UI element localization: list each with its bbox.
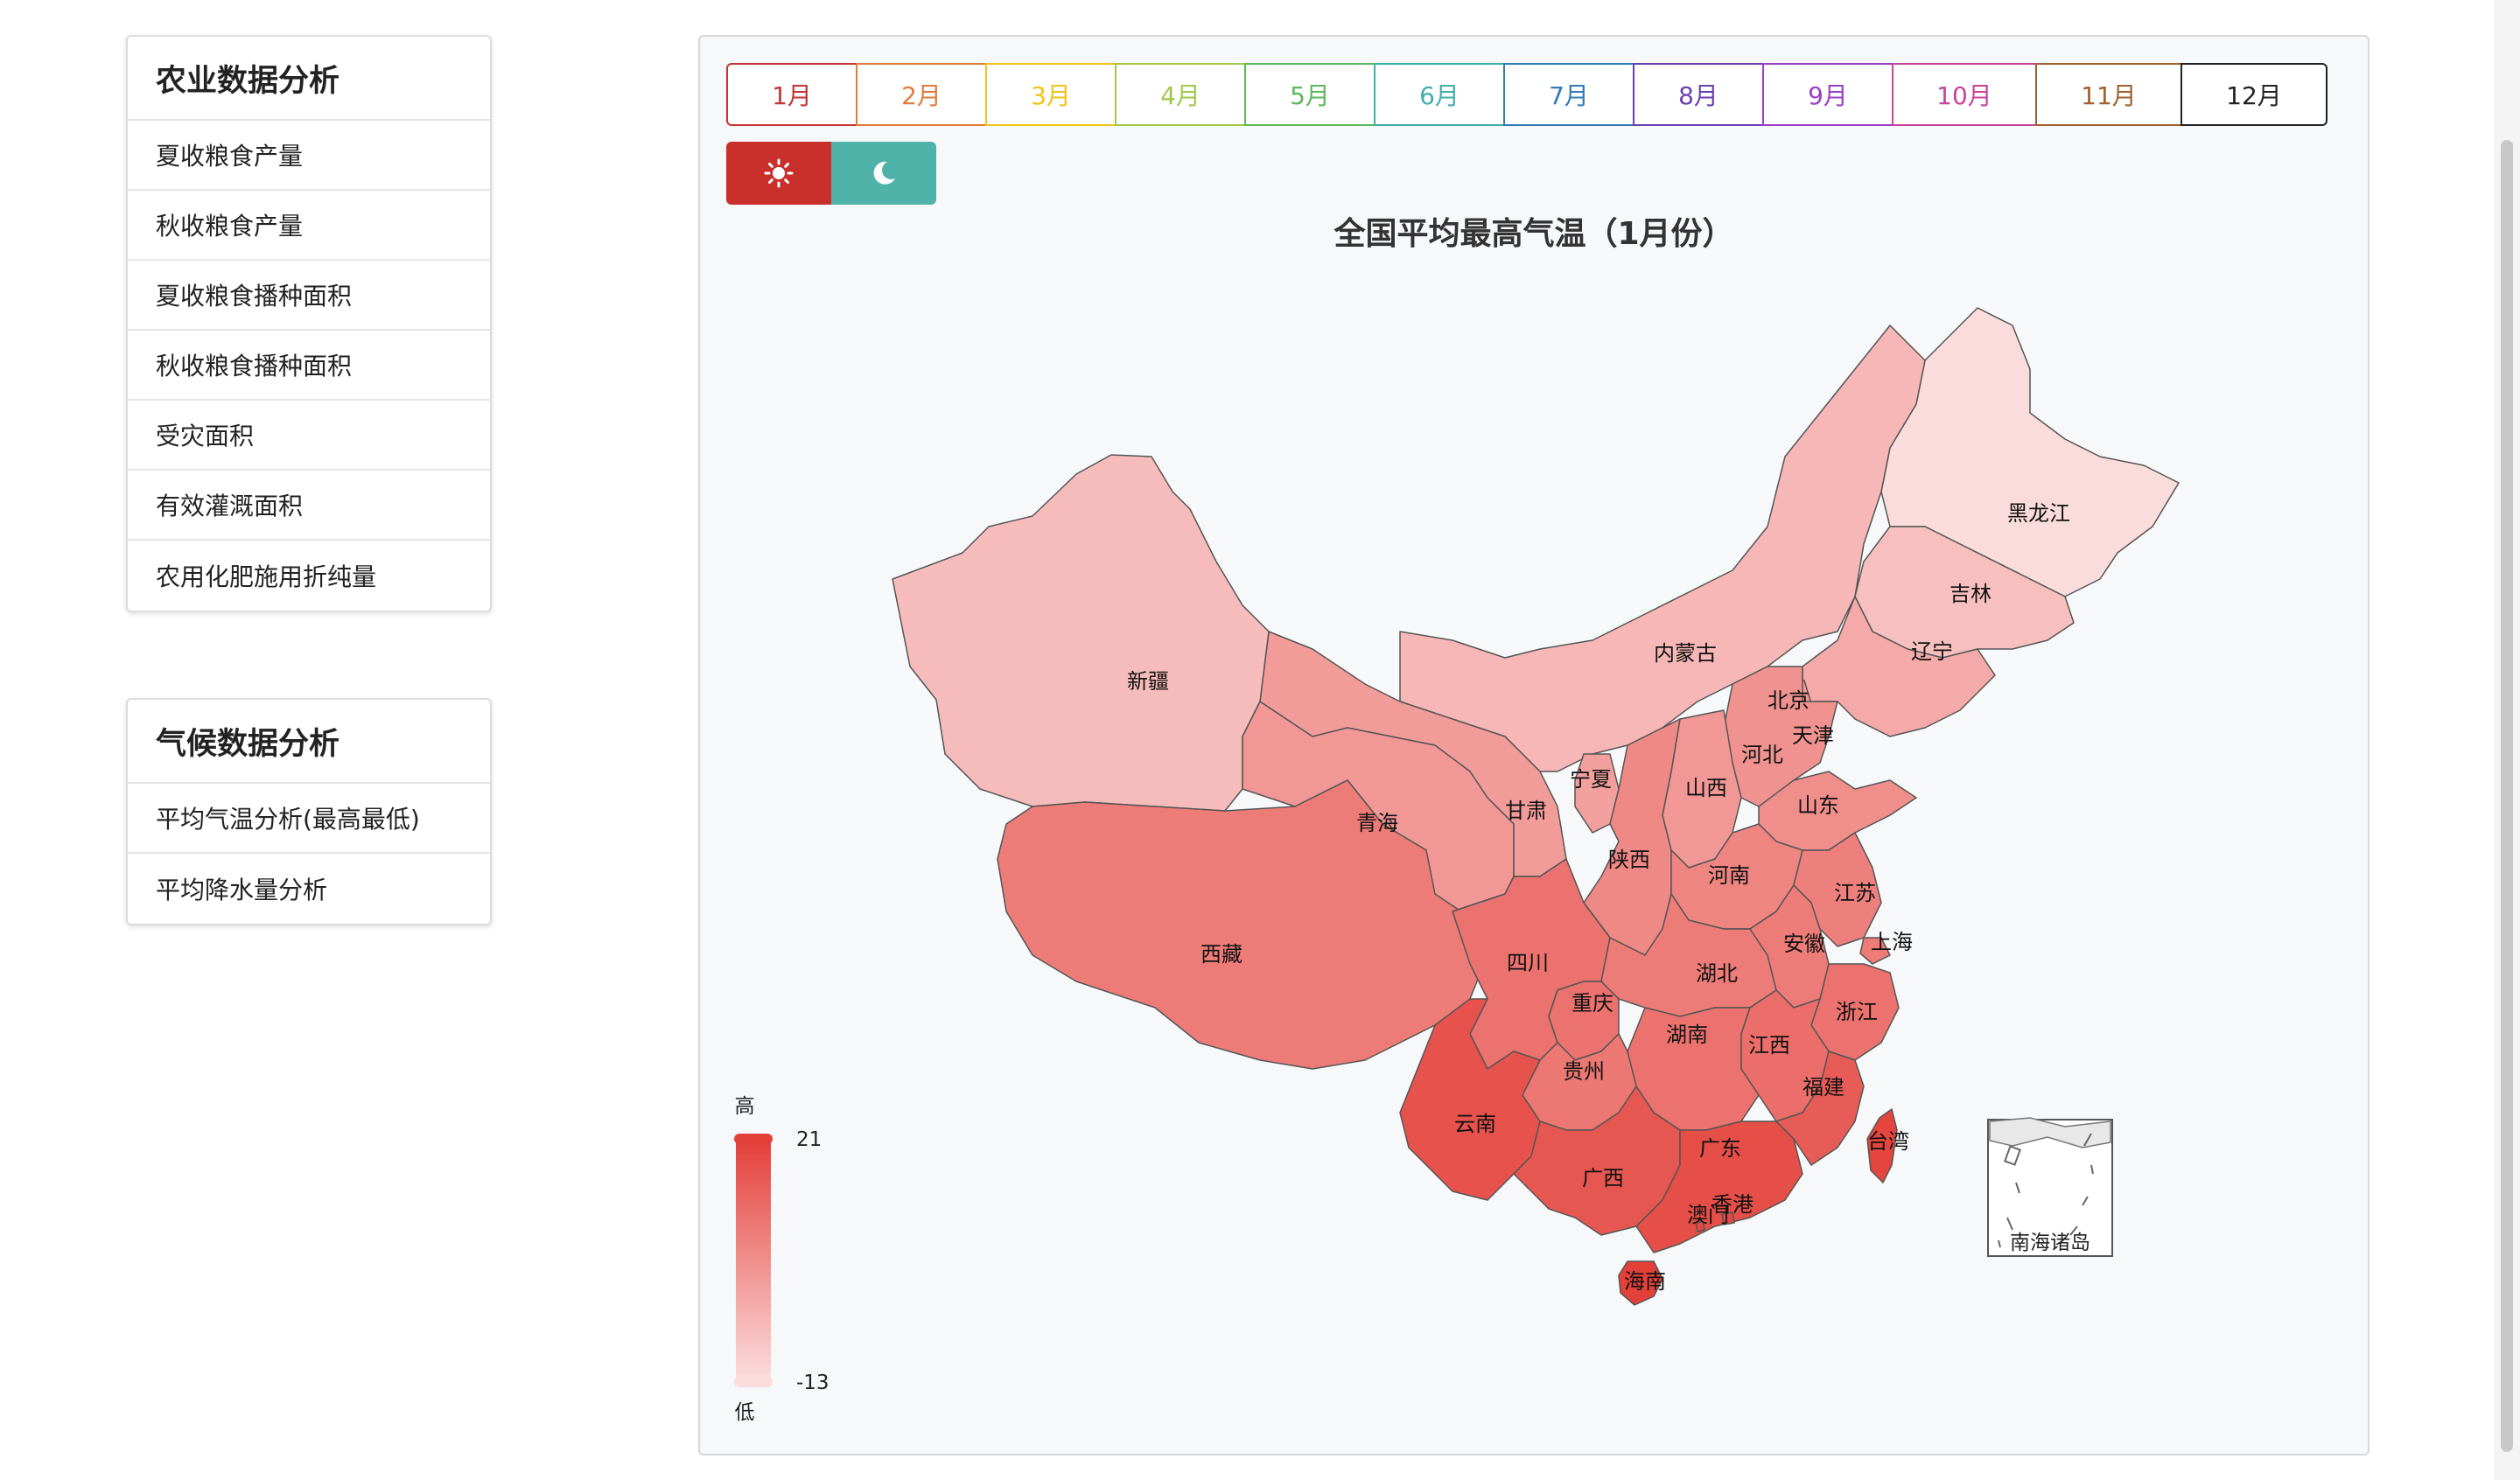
province-label: 黑龙江 <box>2007 501 2070 526</box>
province-region[interactable] <box>1635 1120 1803 1253</box>
page-scrollbar[interactable] <box>2494 0 2520 1480</box>
month-tab-2[interactable]: 2月 <box>856 63 987 126</box>
sun-icon <box>764 158 794 188</box>
visual-map-low-label: 低 <box>735 1401 755 1424</box>
moon-icon <box>873 161 895 185</box>
south-china-sea-inset: 南海诸岛 <box>1987 1117 2113 1257</box>
province-label: 青海 <box>1356 811 1398 835</box>
province-label: 山东 <box>1797 793 1839 818</box>
agri-panel-title: 农业数据分析 <box>128 37 490 121</box>
province-label: 广东 <box>1699 1136 1741 1161</box>
province-region[interactable] <box>1574 753 1620 834</box>
province-label: 江西 <box>1748 1033 1790 1058</box>
province-region[interactable] <box>1695 1220 1705 1232</box>
map-card: 1月 2月 3月 4月 5月 6月 7月 8月 9月 10月 11月 12月 全国平均最高气温（1月份… <box>698 35 2370 1456</box>
province-label: 台湾 <box>1867 1129 1909 1154</box>
agri-panel: 农业数据分析 夏收粮食产量 秋收粮食产量 夏收粮食播种面积 秋收粮食播种面积 受灾面积有… <box>126 35 492 612</box>
province-label: 新疆 <box>1127 669 1169 694</box>
province-label: 香港 <box>1712 1192 1754 1217</box>
visual-map-legend: 高 21 -13 低 <box>734 1095 830 1424</box>
province-label: 北京 <box>1768 688 1810 713</box>
month-tab-6[interactable]: 6月 <box>1374 63 1505 126</box>
province-label: 甘肃 <box>1505 799 1547 823</box>
map-title: 全国平均最高气温（1月份） <box>1334 216 1734 252</box>
province-region[interactable] <box>1399 325 1926 772</box>
month-tab-4[interactable]: 4月 <box>1115 63 1246 126</box>
province-label: 海南 <box>1624 1269 1666 1294</box>
agri-menu-item[interactable]: 有效灌溉面积 <box>128 471 490 541</box>
province-label: 重庆 <box>1572 991 1614 1016</box>
agri-menu-item[interactable]: 秋收粮食播种面积 <box>128 331 490 401</box>
province-label: 山西 <box>1685 776 1727 800</box>
province-region[interactable] <box>1721 1211 1735 1225</box>
province-region[interactable] <box>1880 307 2180 597</box>
province-region[interactable] <box>1866 1108 1898 1183</box>
climate-panel: 气候数据分析 平均气温分析(最高最低) 平均降水量分析 <box>126 698 492 925</box>
province-label: 陕西 <box>1608 848 1650 872</box>
month-tab-10[interactable]: 10月 <box>1892 63 2037 126</box>
agri-menu-item[interactable]: 秋收粮食产量 <box>128 191 490 261</box>
province-label: 河北 <box>1741 743 1783 767</box>
month-tab-1[interactable]: 1月 <box>726 63 858 126</box>
province-label: 湖南 <box>1666 1023 1708 1047</box>
province-label: 江苏 <box>1834 881 1876 905</box>
province-label: 内蒙古 <box>1654 641 1717 666</box>
month-tab-7[interactable]: 7月 <box>1503 63 1634 126</box>
agri-menu-item[interactable]: 受灾面积 <box>128 401 490 471</box>
climate-panel-title: 气候数据分析 <box>128 700 490 784</box>
visual-map-min-value: -13 <box>796 1372 830 1394</box>
day-night-toggle <box>726 142 936 205</box>
province-label: 澳门 <box>1687 1203 1729 1227</box>
month-tab-9[interactable]: 9月 <box>1762 63 1894 126</box>
visual-map-max-value: 21 <box>796 1128 822 1151</box>
province-label: 四川 <box>1507 951 1549 975</box>
province-label: 广西 <box>1582 1166 1624 1190</box>
province-label: 浙江 <box>1836 1000 1878 1024</box>
south-china-sea-label: 南海诸岛 <box>2010 1232 2090 1254</box>
province-label: 天津 <box>1792 723 1834 748</box>
province-label: 河南 <box>1708 863 1750 888</box>
month-tab-5[interactable]: 5月 <box>1244 63 1376 126</box>
climate-menu-item[interactable]: 平均降水量分析 <box>156 876 328 904</box>
climate-menu-item[interactable]: 平均气温分析(最高最低) <box>128 784 490 854</box>
agri-menu-item[interactable]: 夏收粮食播种面积 <box>128 261 490 331</box>
province-label: 贵州 <box>1563 1059 1605 1084</box>
agri-menu-item[interactable]: 夏收粮食产量 <box>128 121 490 191</box>
province-label: 上海 <box>1871 930 1913 954</box>
day-mode-button[interactable] <box>726 142 831 205</box>
province-label: 云南 <box>1454 1112 1496 1136</box>
month-tabs: 1月 2月 3月 4月 5月 6月 7月 8月 9月 10月 11月 12月 <box>726 63 2328 126</box>
province-region[interactable] <box>1859 937 1891 965</box>
month-tab-12[interactable]: 12月 <box>2180 63 2328 126</box>
province-label: 安徽 <box>1783 932 1825 956</box>
province-label: 辽宁 <box>1911 639 1953 664</box>
night-mode-button[interactable] <box>831 142 936 205</box>
visual-map-bar <box>736 1141 771 1379</box>
agri-menu-item[interactable]: 农用化肥施用折纯量 <box>156 562 377 591</box>
month-tab-8[interactable]: 8月 <box>1633 63 1764 126</box>
province-label: 湖北 <box>1696 961 1738 986</box>
scrollbar-thumb[interactable] <box>2501 140 2513 1452</box>
province-region[interactable] <box>1618 1260 1663 1306</box>
province-region[interactable] <box>1775 1051 1865 1166</box>
province-label: 宁夏 <box>1570 767 1612 792</box>
province-label: 西藏 <box>1200 942 1242 967</box>
visual-map-low-handle[interactable] <box>734 1377 773 1387</box>
province-label: 吉林 <box>1950 582 1992 606</box>
province-region[interactable] <box>892 454 1270 812</box>
visual-map-high-handle[interactable] <box>734 1134 773 1144</box>
province-label: 福建 <box>1802 1075 1844 1100</box>
visual-map-high-label: 高 <box>735 1095 755 1118</box>
